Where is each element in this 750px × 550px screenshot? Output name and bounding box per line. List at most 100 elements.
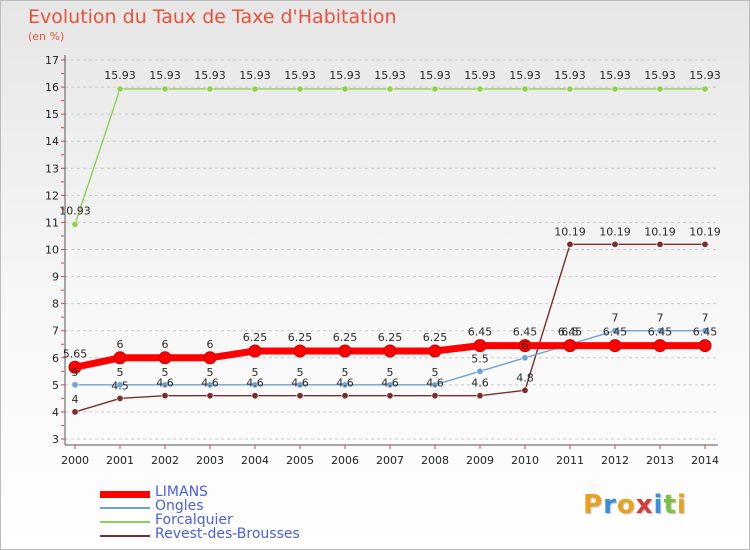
- data-point-limans: [383, 344, 397, 358]
- data-point-revest-des-brousses: [251, 392, 259, 400]
- legend-label: Revest-des-Brousses: [155, 526, 300, 542]
- data-label-limans: 5.65: [63, 347, 88, 360]
- data-label-revest-des-brousses: 4.6: [471, 377, 489, 390]
- data-label-limans: 6: [162, 338, 169, 351]
- data-label-limans: 6.25: [243, 331, 268, 344]
- data-point-limans: [698, 339, 712, 353]
- y-tick-label: 15: [45, 108, 59, 121]
- x-tick-label: 2001: [106, 454, 134, 467]
- legend-swatch: [100, 507, 150, 509]
- data-point-limans: [653, 339, 667, 353]
- data-point-forcalquier: [701, 85, 709, 93]
- data-point-revest-des-brousses: [206, 392, 214, 400]
- data-label-forcalquier: 15.93: [554, 69, 586, 82]
- data-label-forcalquier: 15.93: [149, 69, 181, 82]
- data-point-limans: [338, 344, 352, 358]
- data-label-ongles: 6.5: [561, 325, 579, 338]
- data-point-forcalquier: [431, 85, 439, 93]
- data-point-ongles: [206, 381, 214, 389]
- x-tick-label: 2014: [691, 454, 719, 467]
- data-point-limans: [68, 360, 82, 374]
- logo-letter: i: [676, 490, 687, 520]
- data-point-revest-des-brousses: [611, 240, 619, 248]
- data-label-limans: 6.25: [378, 331, 403, 344]
- logo-letter: P: [583, 490, 604, 520]
- data-point-forcalquier: [611, 85, 619, 93]
- x-tick-label: 2000: [61, 454, 89, 467]
- data-point-limans: [203, 351, 217, 365]
- data-point-ongles: [386, 381, 394, 389]
- data-label-limans: 6: [117, 338, 124, 351]
- data-label-limans: 6.25: [333, 331, 358, 344]
- data-label-ongles: 7: [657, 312, 664, 325]
- data-point-revest-des-brousses: [296, 392, 304, 400]
- y-tick-label: 9: [52, 271, 59, 284]
- y-tick-label: 7: [52, 325, 59, 338]
- data-point-revest-des-brousses: [476, 392, 484, 400]
- y-tick-label: 5: [52, 379, 59, 392]
- data-label-revest-des-brousses: 4.6: [336, 377, 354, 390]
- data-point-forcalquier: [161, 85, 169, 93]
- data-point-ongles: [116, 381, 124, 389]
- data-label-ongles: 7: [702, 312, 709, 325]
- data-label-limans: 6.45: [558, 326, 583, 339]
- x-tick-label: 2006: [331, 454, 359, 467]
- legend-label: Ongles: [155, 498, 204, 514]
- data-label-limans: 6.25: [423, 331, 448, 344]
- x-tick-label: 2012: [601, 454, 629, 467]
- legend-label: Forcalquier: [155, 512, 233, 528]
- data-label-revest-des-brousses: 10.19: [599, 225, 631, 238]
- data-point-revest-des-brousses: [116, 394, 124, 402]
- data-label-limans: 6.25: [288, 331, 313, 344]
- x-tick-label: 2005: [286, 454, 314, 467]
- data-label-ongles: 5: [207, 366, 214, 379]
- data-label-forcalquier: 15.93: [104, 69, 136, 82]
- data-label-forcalquier: 15.93: [194, 69, 226, 82]
- y-tick-label: 13: [45, 162, 59, 175]
- series-lines: [74, 88, 705, 413]
- data-label-ongles: 5: [162, 366, 169, 379]
- x-tick-label: 2008: [421, 454, 449, 467]
- data-point-limans: [248, 344, 262, 358]
- data-point-revest-des-brousses: [701, 240, 709, 248]
- data-label-revest-des-brousses: 4.6: [246, 377, 264, 390]
- data-label-ongles: 5: [387, 366, 394, 379]
- data-label-revest-des-brousses: 4.6: [156, 377, 174, 390]
- data-point-revest-des-brousses: [431, 392, 439, 400]
- legend-swatch: [100, 521, 150, 523]
- data-point-ongles: [656, 327, 664, 335]
- data-label-limans: 6.45: [603, 326, 628, 339]
- data-label-forcalquier: 15.93: [329, 69, 361, 82]
- x-tick-label: 2013: [646, 454, 674, 467]
- legend-label: LIMANS: [155, 484, 208, 500]
- data-label-revest-des-brousses: 10.19: [554, 225, 586, 238]
- data-point-revest-des-brousses: [386, 392, 394, 400]
- series-line-forcalquier: [74, 88, 705, 225]
- x-tick-label: 2003: [196, 454, 224, 467]
- x-tick-label: 2011: [556, 454, 584, 467]
- y-tick-label: 8: [52, 298, 59, 311]
- chart-subtitle: (en %): [28, 30, 65, 43]
- logo-letter: r: [603, 490, 617, 520]
- data-label-limans: 6.45: [648, 326, 673, 339]
- data-point-forcalquier: [71, 220, 79, 228]
- data-point-ongles: [161, 381, 169, 389]
- data-label-forcalquier: 15.93: [599, 69, 631, 82]
- data-point-revest-des-brousses: [341, 392, 349, 400]
- data-point-ongles: [341, 381, 349, 389]
- data-label-revest-des-brousses: 4.5: [111, 379, 129, 392]
- data-label-limans: 6.45: [693, 326, 718, 339]
- y-tick-label: 3: [52, 433, 59, 446]
- data-label-revest-des-brousses: 4.6: [381, 377, 399, 390]
- data-point-forcalquier: [656, 85, 664, 93]
- data-point-ongles: [476, 367, 484, 375]
- data-label-ongles: 5: [432, 366, 439, 379]
- data-label-forcalquier: 15.93: [374, 69, 406, 82]
- data-point-limans: [518, 339, 532, 353]
- data-point-forcalquier: [296, 85, 304, 93]
- y-tick-label: 6: [52, 352, 59, 365]
- data-label-limans: 6.45: [468, 326, 493, 339]
